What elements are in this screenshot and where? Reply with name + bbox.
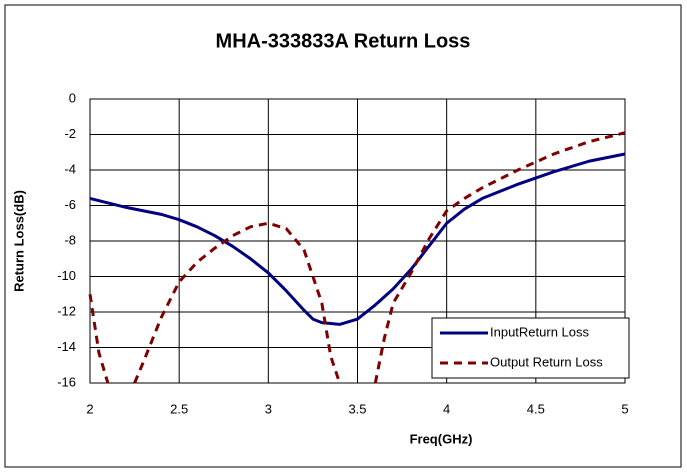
chart-title: MHA-333833A Return Loss	[216, 30, 471, 52]
y-tick-label: -14	[57, 339, 76, 354]
x-tick-label: 4.5	[527, 401, 545, 416]
y-tick-label: -16	[57, 374, 76, 389]
x-tick-label: 2.5	[170, 401, 188, 416]
y-tick-label: -8	[64, 232, 76, 247]
x-tick-label: 2	[86, 401, 93, 416]
x-tick-label: 3.5	[348, 401, 366, 416]
y-axis-label: Return Loss(dB)	[11, 190, 26, 292]
legend-label: Output Return Loss	[490, 354, 603, 369]
y-tick-label: -10	[57, 268, 76, 283]
x-tick-label: 5	[621, 401, 628, 416]
x-tick-label: 3	[265, 401, 272, 416]
x-tick-label: 4	[443, 401, 450, 416]
series-line	[88, 131, 626, 384]
legend-label: InputReturn Loss	[490, 324, 590, 339]
x-axis-label: Freq(GHz)	[410, 431, 473, 446]
y-tick-label: -6	[64, 197, 76, 212]
legend-box	[431, 317, 630, 379]
y-tick-label: 0	[69, 90, 76, 105]
y-tick-label: -4	[64, 161, 76, 176]
y-tick-label: -12	[57, 303, 76, 318]
y-tick-label: -2	[64, 126, 76, 141]
series-line	[89, 152, 626, 326]
